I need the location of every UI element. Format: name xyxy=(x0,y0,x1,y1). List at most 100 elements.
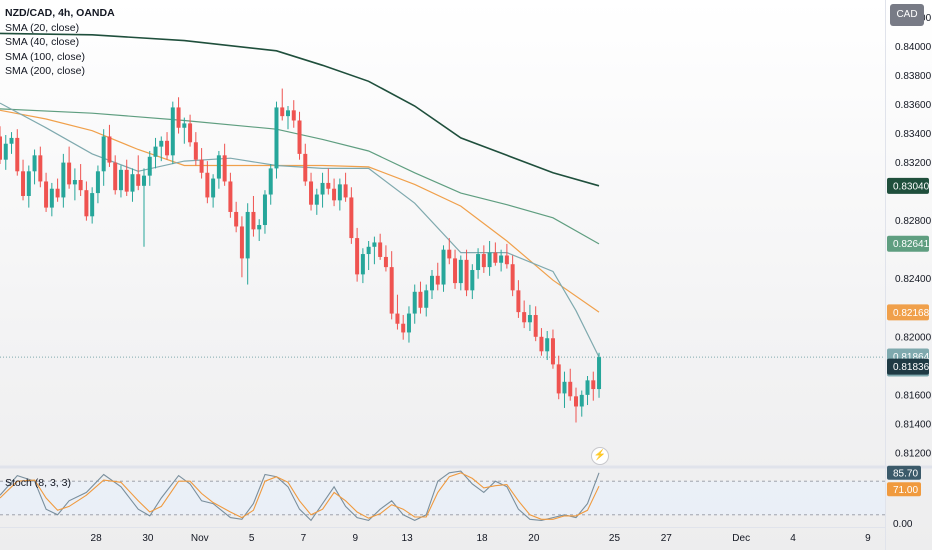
candle xyxy=(510,264,515,291)
sma40-price-tag-bg xyxy=(887,304,929,321)
candle xyxy=(136,174,141,186)
candle xyxy=(395,313,400,324)
candle xyxy=(193,142,198,160)
x-tick-label: 9 xyxy=(865,533,871,544)
candle xyxy=(55,188,60,198)
candle xyxy=(239,226,244,259)
candle xyxy=(291,110,296,121)
candle xyxy=(504,255,509,265)
candle xyxy=(476,254,481,271)
y-tick-label: 0.83200 xyxy=(895,158,932,169)
candle xyxy=(533,315,538,337)
stoch-k-tag: 85.70 xyxy=(893,468,918,479)
x-tick-label: 20 xyxy=(528,533,540,544)
lightning-icon[interactable]: ⚡ xyxy=(591,447,609,465)
candle xyxy=(493,252,498,263)
candle xyxy=(539,336,544,352)
y-tick-label: 0.82000 xyxy=(895,332,932,343)
candle xyxy=(0,136,2,160)
x-tick-label: 28 xyxy=(91,533,103,544)
stoch-y-tick: 0.00 xyxy=(893,519,913,530)
candle xyxy=(568,381,573,397)
candle xyxy=(216,155,221,179)
candle xyxy=(234,211,239,227)
candle xyxy=(142,175,146,186)
candle xyxy=(15,137,20,172)
candle xyxy=(159,140,164,147)
candle xyxy=(320,182,325,195)
sma20-price-tag-bg xyxy=(887,358,929,375)
candle xyxy=(257,225,262,230)
candle xyxy=(499,255,504,263)
candle xyxy=(516,290,521,313)
candle xyxy=(309,181,314,205)
last-price-tag: 0.81864 xyxy=(893,352,930,363)
candle xyxy=(464,259,469,291)
candle xyxy=(349,197,354,239)
candle xyxy=(378,242,383,257)
candle xyxy=(26,171,31,196)
candle xyxy=(38,155,43,182)
candle xyxy=(170,107,175,156)
candle xyxy=(251,211,256,230)
sma40-price-tag: 0.82168 xyxy=(893,308,930,319)
x-tick-label: 5 xyxy=(249,533,255,544)
y-tick-label: 0.84000 xyxy=(895,42,932,53)
candle xyxy=(412,291,417,314)
y-tick-label: 0.82400 xyxy=(895,274,932,285)
candle xyxy=(95,171,100,194)
stoch-legend[interactable]: Stoch (8, 3, 3) xyxy=(5,477,71,489)
sma100-price-tag-bg xyxy=(887,235,929,252)
candle xyxy=(355,238,360,275)
candle xyxy=(182,123,187,128)
sma200-price-tag-bg xyxy=(887,177,929,194)
candle xyxy=(165,140,170,156)
candle xyxy=(21,171,26,196)
stoch-k-line xyxy=(0,470,600,522)
candle xyxy=(84,190,89,217)
candle xyxy=(124,169,129,192)
candle xyxy=(527,315,532,323)
candle xyxy=(90,193,95,217)
candle xyxy=(366,246,371,255)
candle xyxy=(435,275,440,285)
x-tick-label: 18 xyxy=(476,533,488,544)
symbol-title[interactable]: NZD/CAD, 4h, OANDA xyxy=(5,7,115,19)
candle xyxy=(447,249,452,259)
legend-sma100[interactable]: SMA (100, close) xyxy=(5,50,85,63)
candle xyxy=(303,153,308,182)
candle xyxy=(153,146,158,157)
indicator-legend: NZD/CAD, 4h, OANDA SMA (20, close) SMA (… xyxy=(5,6,115,79)
candle xyxy=(9,137,14,144)
candle xyxy=(383,256,388,268)
y-tick-label: 0.83600 xyxy=(895,100,932,111)
candle xyxy=(176,107,181,128)
y-tick-label: 0.83800 xyxy=(895,71,932,82)
candle xyxy=(297,120,302,154)
y-tick-label: 0.83400 xyxy=(895,129,932,140)
sma200-price-tag: 0.83040 xyxy=(893,181,930,192)
x-tick-label: 27 xyxy=(661,533,673,544)
currency-button[interactable]: CAD xyxy=(890,4,924,26)
x-tick-label: 13 xyxy=(402,533,414,544)
stoch-d-tag-bg xyxy=(887,482,921,497)
candle xyxy=(188,123,193,143)
candle xyxy=(591,380,596,390)
candle xyxy=(245,211,250,259)
candle xyxy=(49,188,54,208)
legend-sma20[interactable]: SMA (20, close) xyxy=(5,21,80,34)
candle xyxy=(101,136,106,172)
candle xyxy=(268,168,273,195)
candle xyxy=(487,252,492,268)
candle xyxy=(574,396,578,407)
sma20-price-tag: 0.81836 xyxy=(893,362,930,373)
sma100-line xyxy=(0,108,600,245)
candle xyxy=(205,172,210,198)
legend-sma40[interactable]: SMA (40, close) xyxy=(5,36,80,48)
legend-sma200[interactable]: SMA (200, close) xyxy=(5,65,85,77)
candle xyxy=(286,110,290,117)
candle xyxy=(72,180,77,185)
stoch-d-line xyxy=(0,472,600,520)
candle xyxy=(481,254,486,268)
